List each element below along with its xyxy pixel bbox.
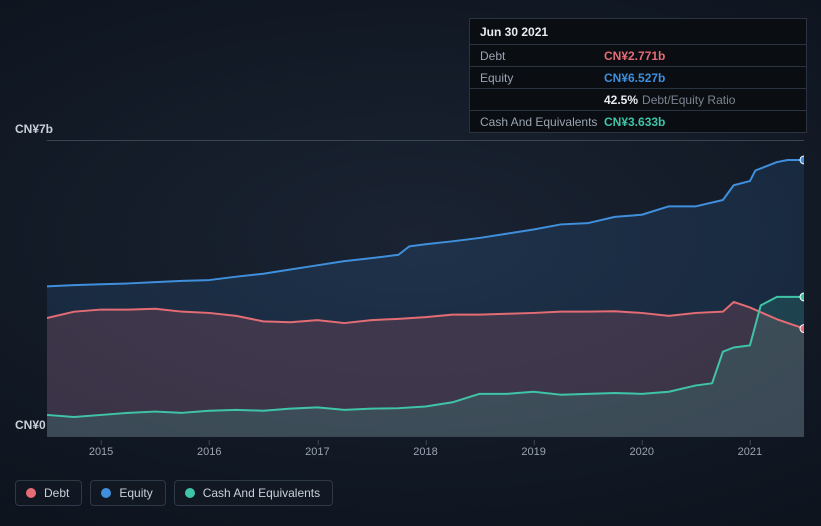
legend-item[interactable]: Debt bbox=[15, 480, 82, 506]
legend-item[interactable]: Cash And Equivalents bbox=[174, 480, 333, 506]
legend-dot-icon bbox=[185, 488, 195, 498]
series-end-marker bbox=[800, 293, 804, 301]
x-tick: 2015 bbox=[89, 446, 113, 458]
x-axis: 2015 2016 2017 2018 2019 2020 2021 bbox=[47, 442, 804, 460]
tooltip-row-value: CN¥6.527b bbox=[604, 71, 665, 85]
tooltip-row: Cash And EquivalentsCN¥3.633b bbox=[470, 110, 806, 132]
tooltip-box: Jun 30 2021 DebtCN¥2.771bEquityCN¥6.527b… bbox=[469, 18, 807, 133]
tooltip-date: Jun 30 2021 bbox=[470, 19, 806, 44]
x-tick: 2020 bbox=[630, 446, 654, 458]
tooltip-row: DebtCN¥2.771b bbox=[470, 44, 806, 66]
x-tick: 2016 bbox=[197, 446, 221, 458]
tooltip-row-label: Cash And Equivalents bbox=[480, 115, 604, 129]
legend-dot-icon bbox=[26, 488, 36, 498]
y-axis-bottom-label: CN¥0 bbox=[15, 418, 46, 432]
legend-label: Debt bbox=[44, 486, 69, 500]
tooltip-row-label: Equity bbox=[480, 71, 604, 85]
x-tick: 2021 bbox=[738, 446, 762, 458]
series-end-marker bbox=[800, 156, 804, 164]
x-tick: 2019 bbox=[521, 446, 545, 458]
tooltip-row-label bbox=[480, 93, 604, 107]
tooltip-row: EquityCN¥6.527b bbox=[470, 66, 806, 88]
chart-svg bbox=[47, 141, 804, 436]
x-tick: 2017 bbox=[305, 446, 329, 458]
legend: Debt Equity Cash And Equivalents bbox=[15, 480, 333, 506]
series-end-marker bbox=[800, 325, 804, 333]
tooltip-row: 42.5% Debt/Equity Ratio bbox=[470, 88, 806, 110]
legend-item[interactable]: Equity bbox=[90, 480, 165, 506]
tooltip-row-suffix: Debt/Equity Ratio bbox=[642, 93, 735, 107]
x-tick: 2018 bbox=[413, 446, 437, 458]
y-axis-top-label: CN¥7b bbox=[15, 122, 53, 136]
legend-label: Equity bbox=[119, 486, 152, 500]
tooltip-row-value: CN¥2.771b bbox=[604, 49, 665, 63]
tooltip-row-value: CN¥3.633b bbox=[604, 115, 665, 129]
plot-area[interactable] bbox=[47, 140, 804, 437]
tooltip-rows: DebtCN¥2.771bEquityCN¥6.527b42.5%Debt/Eq… bbox=[470, 44, 806, 132]
tooltip-row-label: Debt bbox=[480, 49, 604, 63]
tooltip-row-value: 42.5% bbox=[604, 93, 638, 107]
legend-dot-icon bbox=[101, 488, 111, 498]
legend-label: Cash And Equivalents bbox=[203, 486, 320, 500]
